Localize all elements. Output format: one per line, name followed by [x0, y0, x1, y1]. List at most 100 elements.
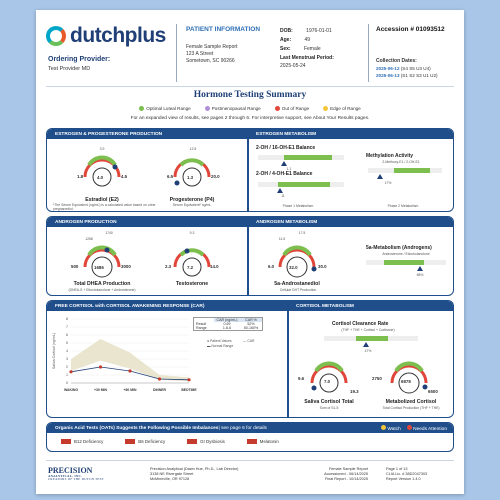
saliva-cortisol-sub: Sum of S1-5: [319, 406, 339, 410]
dutch-logo-icon: [46, 26, 66, 46]
methylation-value: 17%: [384, 181, 392, 185]
5a-metabolism-bar: [366, 260, 446, 271]
panel-divider: [247, 129, 249, 211]
gauge-pointer-dot: [174, 180, 180, 186]
patient-name: Female Sample Report: [186, 44, 238, 50]
patient-address-line2: Sometown, SC 90266: [186, 58, 235, 64]
legend-out-of-range: Out of Range: [274, 106, 309, 111]
saliva-cortisol-label: Saliva Cortisol Total: [304, 399, 354, 405]
accession-number: Accession # 01093512: [376, 26, 445, 33]
gauge-arc-green: [179, 158, 205, 167]
y-tick-label: 1: [66, 373, 68, 377]
5a-metabolism-value: 68%: [416, 273, 424, 277]
collection-date-1: 2025-06-12 (S4 S5 U3 U4): [376, 66, 431, 71]
y-tick-label: 0: [66, 381, 68, 385]
progesterone-low: 6.5: [167, 174, 174, 179]
oat-item: GI Dysbiosis: [187, 439, 225, 444]
progesterone-label: Progesterone (P4): [169, 197, 215, 203]
footer-brand: PRECISION ANALYTICAL, INC. CREATORS OF T…: [48, 466, 104, 482]
brand-name: dutchplus: [70, 24, 166, 47]
clearance-bar: [324, 336, 418, 347]
dhea-low: 500: [71, 264, 79, 269]
estradiol-high: 4.5: [121, 174, 128, 179]
bar-optimal: [278, 182, 330, 187]
methylation-sub: 2-Methoxy-E1 / 2-OH-E1: [382, 160, 420, 164]
progesterone-note: Serum Equivalent* ng/mL: [172, 203, 212, 207]
pointer-icon: [363, 342, 369, 347]
pointer-icon: [277, 188, 283, 193]
gauge-center: [92, 167, 112, 187]
dhea-top: 1740: [105, 231, 113, 235]
footer-page-info: Page 1 of 13 CLIA Lic. # 38D2047303 Report…: [386, 467, 428, 482]
androstanediol-high: 30.0: [318, 264, 327, 269]
progesterone-value: 1.3: [187, 175, 194, 180]
5a-metabolism-sub: Androsterone / Etiocholanolone: [382, 252, 430, 256]
section-title: FREE CORTISOL with CORTISOL AWAKENING RE…: [47, 301, 287, 311]
androgen-gauges: [83, 245, 211, 278]
balance-bars: [258, 155, 344, 193]
cortisol-chart-section: FREE CORTISOL with CORTISOL AWAKENING RE…: [47, 301, 287, 417]
section-title: CORTISOL METABOLISM: [288, 301, 453, 311]
legend-patient: ● Patient Values: [207, 339, 232, 343]
clearance-sub: (THF + THE + Cortisol + Cortisone): [341, 328, 395, 332]
legend-car: — CAR: [243, 339, 255, 343]
metabolized-cortisol-high: 6500: [428, 389, 438, 394]
testosterone-top: 9.3: [189, 231, 195, 235]
cortisol-gauges: [310, 361, 428, 394]
dob-row: DOB: 1976-01-01: [280, 28, 332, 34]
balance-2-title: 2-OH / 4-OH-E1 Balance: [256, 171, 313, 177]
testosterone-value: 7.2: [187, 265, 194, 270]
green-dot-icon: [139, 106, 145, 111]
balance-2-value: 11: [281, 194, 285, 198]
gauge-arc-red: [83, 158, 121, 178]
red-dot-icon: [274, 106, 280, 111]
x-tick-label: +60 MIN: [124, 388, 137, 392]
car-table: CAR (ng/mL) CAR % Result 0.69 52% Range 1.8-…: [193, 317, 263, 331]
androstanediol-gauge: [278, 245, 317, 278]
lmp-row: Last Menstrual Period:: [280, 55, 334, 61]
patient-point: [98, 365, 103, 369]
pointer-icon: [281, 161, 287, 166]
footer-lab-info: Precision Analytical (Dawn Hue, Ph.D., L…: [150, 467, 239, 482]
oat-items: B12 Deficiency B6 Deficiency GI Dysbiosi…: [47, 433, 453, 444]
footer-patient-info: Female Sample Report Accessioned - 06/14/…: [324, 467, 368, 482]
summary-title: Hormone Testing Summary: [193, 90, 307, 100]
header-divider-2: [368, 24, 369, 82]
testosterone-low: 2.3: [165, 264, 172, 269]
y-tick-label: 3: [66, 357, 68, 361]
androstanediol-top: 17.5: [298, 231, 306, 235]
y-tick-label: 6: [66, 333, 68, 337]
flag-icon: [125, 439, 136, 444]
oat-title: Organic Acid Tests (OATs) Suggests the F…: [47, 423, 453, 433]
estrogen-metabolism-section: ESTROGEN METABOLISM 2-OH / 16-OH-E1 Bala…: [248, 129, 453, 211]
sex-row: Sex: Female: [280, 46, 321, 52]
patient-address-line1: 123 A Street: [186, 51, 214, 57]
5a-metabolism-title: 5a-Metabolism (Androgens): [366, 245, 432, 251]
y-tick-label: 4: [66, 349, 68, 353]
yellow-dot-icon: [381, 424, 387, 430]
oat-item: B12 Deficiency: [61, 439, 103, 444]
androgen-metabolism-section: ANDROGEN METABOLISM 32.0 6.0 30.0 17.5 1…: [248, 217, 453, 295]
pointer-icon: [417, 266, 423, 271]
saliva-cortisol-low: 9.6: [298, 376, 305, 381]
brand-logo: dutchplus: [46, 24, 166, 48]
y-tick-label: 5: [66, 341, 68, 345]
pointer-icon: [377, 174, 383, 179]
patient-point: [157, 377, 162, 381]
y-tick-label: 2: [66, 365, 68, 369]
section-title: ESTROGEN METABOLISM: [248, 129, 453, 139]
bar-optimal: [284, 155, 332, 160]
yellow-dot-icon: [323, 106, 329, 111]
metabolized-cortisol-value: 6878: [401, 379, 411, 384]
legend-watch: Watch: [381, 424, 401, 432]
report-header: dutchplus Ordering Provider: Test Provid…: [36, 10, 464, 88]
cortisol-line-chart: 8 7 6 5 4 3 2 1 0 Saliva Cortisol (ng/mL) WAKING +3…: [52, 317, 197, 392]
flag-icon: [187, 439, 198, 444]
panel-divider: [287, 301, 289, 417]
normal-range-band: [71, 339, 189, 382]
header-divider: [176, 24, 177, 82]
purple-dot-icon: [204, 106, 210, 111]
gauge-pointer-dot: [112, 164, 118, 170]
header-rule: [46, 86, 454, 87]
balance-1-title: 2-OH / 16-OH-E1 Balance: [256, 145, 316, 151]
